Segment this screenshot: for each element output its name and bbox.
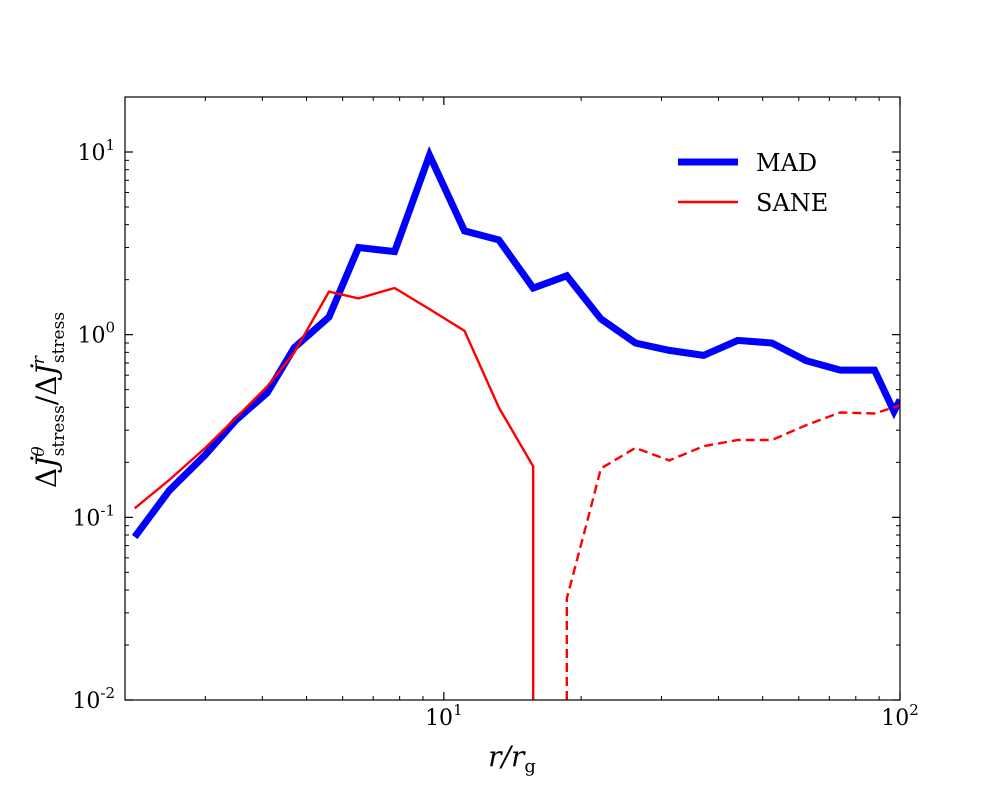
series-layer xyxy=(131,146,900,700)
y-tick-label: 101 xyxy=(77,136,115,166)
legend: MAD SANE xyxy=(678,149,828,217)
series-line-mad xyxy=(131,146,900,540)
x-axis-label: r/rg xyxy=(488,740,536,777)
legend-label-mad: MAD xyxy=(756,149,817,177)
plot-frame xyxy=(124,96,901,701)
legend-label-sane: SANE xyxy=(756,189,828,217)
x-tick-label: 102 xyxy=(881,701,919,731)
svg-text:ΔJ̇θstress/ΔJ̇rstress: ΔJ̇θstress/ΔJ̇rstress xyxy=(29,312,69,488)
x-tick-label: 101 xyxy=(425,701,463,731)
minor-ticks xyxy=(125,97,900,700)
tick-labels: 101 102 10-2 10-1 100 101 xyxy=(72,136,918,731)
y-axis-label: ΔJ̇θstress/ΔJ̇rstress xyxy=(29,312,69,488)
plot-area xyxy=(125,97,900,700)
series-line-sane-dashed xyxy=(565,404,900,700)
y-tick-label: 100 xyxy=(77,319,115,349)
series-line-sane xyxy=(133,286,535,700)
y-tick-label: 10-1 xyxy=(72,501,115,531)
y-tick-label: 10-2 xyxy=(72,684,115,714)
